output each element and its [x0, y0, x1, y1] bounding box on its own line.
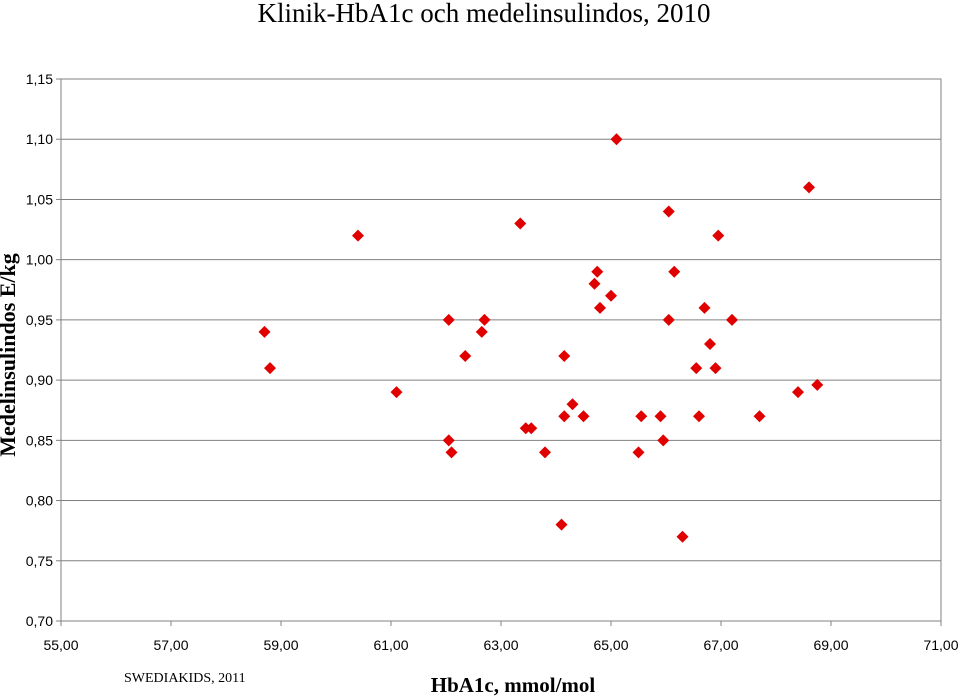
x-tick-label: 67,00: [703, 637, 738, 653]
data-point: [566, 398, 579, 411]
y-tick-label: 0,70: [26, 613, 53, 629]
data-point: [555, 518, 568, 531]
x-axis-label: HbA1c, mmol/mol: [431, 673, 596, 697]
data-point: [690, 362, 703, 375]
data-point: [657, 434, 670, 447]
data-point: [558, 350, 571, 363]
chart-title: Klinik-HbA1c och medelinsulindos, 2010: [258, 0, 711, 28]
data-point: [588, 277, 601, 290]
data-point: [442, 434, 455, 447]
data-point: [668, 265, 681, 278]
plot-area: [60, 78, 942, 622]
data-point: [792, 386, 804, 399]
x-tick-label: 69,00: [813, 637, 848, 653]
y-tick-label: 1,10: [26, 131, 53, 147]
data-point: [475, 325, 488, 338]
data-point: [610, 133, 623, 146]
data-point: [704, 337, 716, 350]
x-tick-label: 55,00: [43, 637, 78, 653]
data-point: [539, 446, 551, 459]
y-tick-label: 1,05: [26, 191, 53, 207]
data-point: [591, 265, 604, 278]
data-point: [514, 217, 527, 230]
data-point: [558, 410, 571, 423]
data-point: [577, 410, 590, 423]
data-point: [390, 386, 403, 399]
data-point: [712, 229, 725, 242]
data-point: [442, 313, 455, 326]
x-tick-label: 59,00: [263, 637, 298, 653]
x-tick-label: 71,00: [923, 637, 958, 653]
source-footer: SWEDIAKIDS, 2011: [124, 671, 246, 686]
data-point: [632, 446, 645, 459]
data-point: [709, 362, 722, 375]
y-axis-ticks: 0,70 0,75 0,80 0,85 0,90 0,95 1,00 1,05 1,10 1,15: [26, 71, 61, 629]
data-point: [753, 410, 766, 423]
y-tick-label: 0,90: [26, 372, 53, 388]
y-tick-label: 0,75: [26, 553, 53, 569]
y-tick-label: 0,95: [26, 312, 53, 328]
gridlines: [61, 138, 941, 562]
data-point: [605, 289, 617, 302]
y-tick-label: 0,80: [26, 493, 53, 509]
data-point: [258, 325, 271, 338]
data-point: [676, 530, 689, 543]
x-tick-label: 63,00: [483, 637, 518, 653]
data-point: [726, 313, 738, 326]
data-point: [352, 229, 364, 242]
y-tick-label: 1,00: [26, 252, 53, 268]
data-point: [459, 350, 472, 363]
y-tick-label: 1,15: [26, 71, 53, 87]
data-point: [594, 301, 606, 314]
data-point: [478, 313, 491, 326]
x-tick-label: 65,00: [593, 637, 628, 653]
data-point: [635, 410, 648, 423]
data-point: [654, 410, 667, 423]
data-point: [445, 446, 458, 459]
y-tick-label: 0,85: [26, 432, 53, 448]
data-point: [811, 378, 824, 391]
data-point: [662, 313, 675, 326]
data-point: [264, 362, 276, 375]
data-point: [662, 205, 675, 218]
data-point: [803, 181, 815, 194]
y-axis-label: Medelinsulindos E/kg: [0, 253, 20, 457]
data-point: [698, 301, 711, 314]
x-tick-label: 57,00: [153, 637, 188, 653]
data-point: [525, 422, 538, 435]
x-axis-ticks: 55,00 57,00 59,00 61,00 63,00 65,00 67,00 69,00…: [43, 621, 959, 653]
data-points: [258, 133, 824, 543]
data-point: [693, 410, 705, 423]
x-tick-label: 61,00: [373, 637, 408, 653]
